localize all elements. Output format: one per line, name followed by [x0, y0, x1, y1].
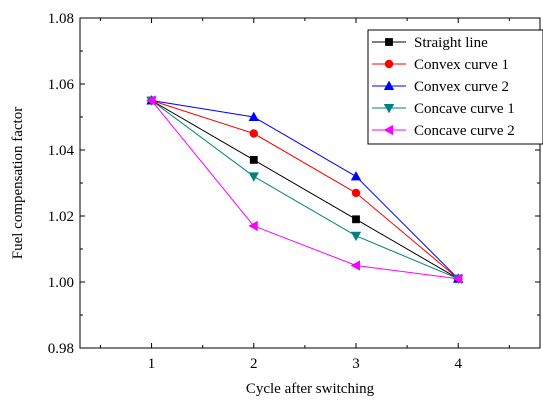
legend-label: Concave curve 1 [414, 101, 515, 117]
y-tick-label: 0.98 [48, 341, 74, 357]
legend-box [367, 29, 543, 145]
data-point [350, 260, 361, 271]
series-line [151, 100, 459, 280]
y-tick-label: 1.04 [48, 143, 75, 159]
y-tick-label: 1.06 [48, 77, 75, 93]
legend-item: Concave curve 1 [372, 101, 515, 117]
data-point [249, 129, 258, 138]
legend-item: Straight line [372, 35, 488, 51]
data-point [351, 188, 361, 198]
data-point [350, 171, 362, 181]
legend-marker [383, 80, 395, 90]
legend: Straight line Convex curve 1 Convex curve … [367, 29, 543, 145]
series-line [151, 100, 459, 280]
legend-label: Convex curve 1 [414, 57, 509, 73]
data-point [248, 111, 259, 121]
legend-marker [383, 124, 394, 136]
data-point [352, 215, 360, 224]
x-tick-label: 1 [148, 356, 156, 372]
y-axis: 0.98 1.00 1.02 1.04 1.06 1.08 [48, 11, 540, 357]
series-5 [146, 95, 463, 284]
data-point [249, 155, 258, 164]
x-tick-label: 4 [454, 356, 462, 372]
series-line [151, 100, 459, 280]
series-line [151, 100, 459, 280]
data-point [350, 231, 362, 242]
legend-item: Concave curve 2 [372, 123, 515, 139]
data-point [248, 172, 259, 182]
legend-label: Concave curve 2 [414, 123, 515, 139]
legend-item: Convex curve 1 [372, 57, 509, 73]
legend-marker [384, 59, 394, 69]
data-point [146, 95, 156, 106]
y-axis-title: Fuel compensation factor [10, 107, 26, 259]
y-tick-label: 1.02 [48, 209, 74, 225]
x-axis-title: Cycle after switching [246, 381, 375, 397]
legend-label: Convex curve 2 [414, 79, 509, 95]
legend-item: Convex curve 2 [372, 79, 509, 95]
legend-marker [385, 38, 393, 46]
x-tick-label: 2 [250, 356, 258, 372]
data-point [248, 220, 258, 232]
y-tick-label: 1.00 [48, 275, 74, 291]
series-line [151, 100, 459, 280]
y-tick-label: 1.08 [48, 11, 74, 27]
data-point [452, 273, 463, 284]
x-axis: 1 2 3 4 [99, 18, 510, 372]
x-tick-label: 3 [352, 356, 360, 372]
legend-marker [383, 104, 395, 114]
legend-label: Straight line [414, 35, 488, 51]
series-layer [146, 95, 464, 285]
